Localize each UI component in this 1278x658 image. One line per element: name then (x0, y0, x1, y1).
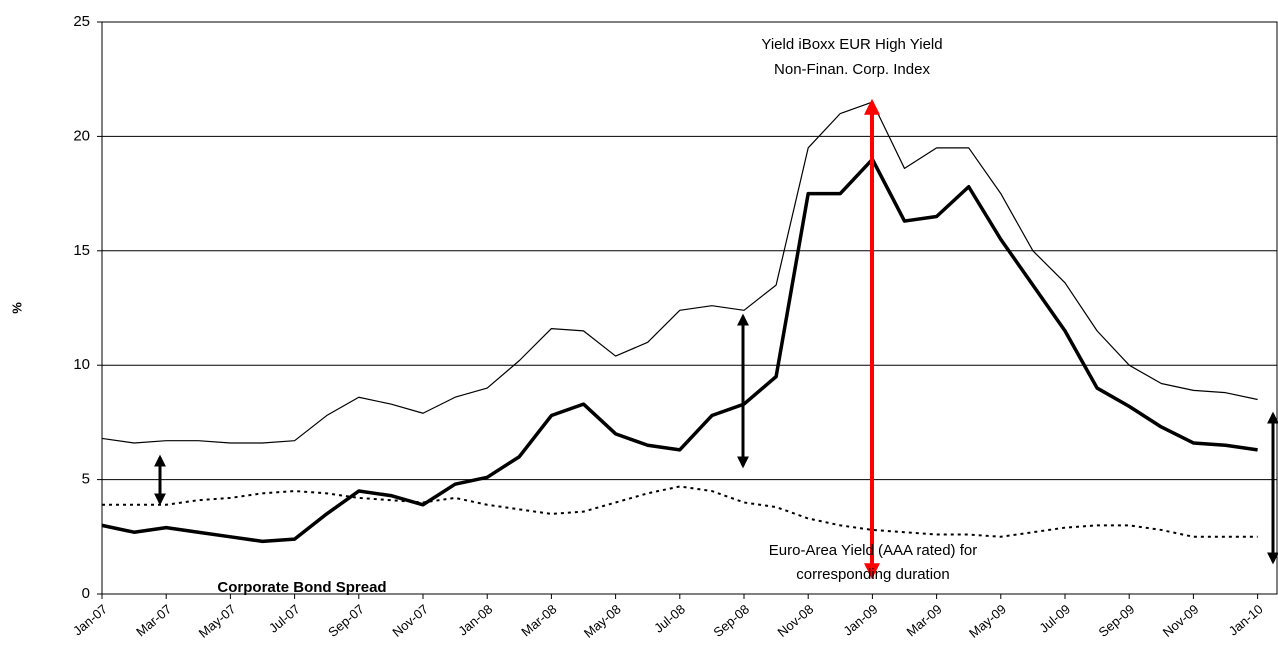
x-tick-label: Mar-07 (133, 601, 174, 639)
y-tick-label: 15 (73, 242, 90, 259)
x-tick-label: Sep-07 (325, 601, 367, 639)
annotation: Corporate Bond Spread (217, 579, 386, 596)
x-tick-label: Jan-09 (840, 601, 880, 638)
x-tick-label: Nov-07 (389, 601, 431, 639)
annotation: Euro-Area Yield (AAA rated) for (769, 542, 977, 559)
y-tick-label: 5 (82, 471, 90, 488)
plot-frame (101, 21, 1278, 595)
x-tick-label: Jan-10 (1226, 601, 1266, 638)
x-tick-label: Nov-08 (775, 601, 817, 639)
y-axis-label: % (9, 302, 24, 314)
x-tick-label: Jan-08 (455, 601, 495, 638)
x-tick-label: May-07 (196, 601, 239, 640)
x-tick-label: May-08 (581, 601, 624, 640)
series-line (102, 485, 1258, 538)
x-tick-label: Mar-08 (518, 601, 559, 639)
x-tick-label: Mar-09 (904, 601, 945, 639)
series-line (101, 101, 1258, 444)
x-tick-label: Sep-09 (1096, 601, 1138, 639)
x-tick-label: Sep-08 (710, 601, 752, 639)
x-tick-label: Jul-09 (1036, 601, 1073, 635)
annotation: Yield iBoxx EUR High Yield (761, 36, 942, 53)
x-tick-label: Jul-08 (651, 601, 688, 635)
plot-area: 0 5 10 15 20 25 Jan-07 Mar-07 May-07 Jul-07 Sep-07… (70, 13, 1278, 641)
annotation: Non-Finan. Corp. Index (774, 61, 930, 78)
x-tick-label: May-09 (966, 601, 1009, 640)
annotation: corresponding duration (796, 566, 949, 583)
y-tick-label: 10 (73, 356, 90, 373)
series-line (101, 157, 1258, 544)
y-tick-label: 0 (82, 585, 90, 602)
x-tick-label: Nov-09 (1160, 601, 1202, 639)
y-tick-label: 25 (73, 13, 90, 30)
y-tick-label: 20 (73, 127, 90, 144)
x-tick-label: Jan-07 (70, 601, 110, 638)
x-tick-label: Jul-07 (266, 601, 303, 635)
